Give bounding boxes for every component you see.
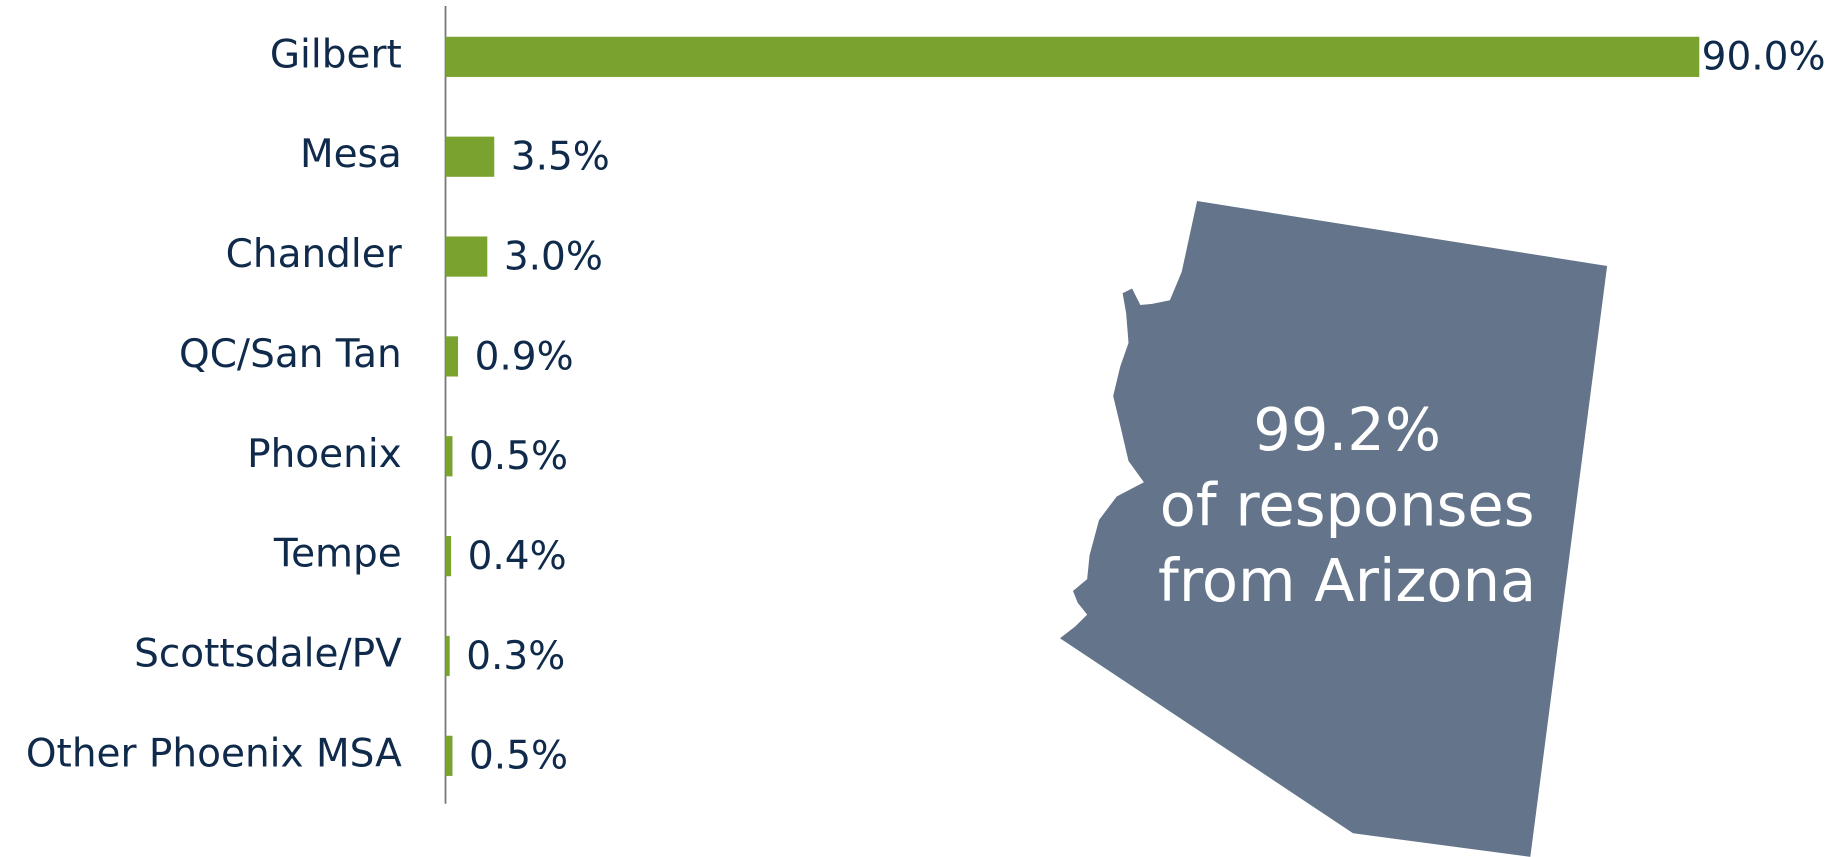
arizona-shape (1059, 201, 1608, 857)
bar (445, 635, 450, 677)
value-label: 0.3% (466, 634, 565, 679)
bar (445, 436, 453, 477)
annotation-text: of responses (1160, 471, 1535, 540)
category-label: Phoenix (247, 432, 402, 477)
category-label: Other Phoenix MSA (26, 731, 402, 776)
bar (445, 236, 488, 277)
bar (445, 536, 452, 577)
category-label: Tempe (273, 532, 402, 577)
category-label: Chandler (226, 232, 403, 277)
category-label: QC/San Tan (179, 332, 402, 377)
bar (445, 36, 1700, 77)
category-label: Scottsdale/PV (134, 631, 402, 676)
value-label: 0.5% (469, 734, 568, 779)
bar (445, 336, 459, 377)
value-label: 0.5% (469, 434, 568, 479)
value-label: 0.9% (475, 334, 574, 379)
annotation-text: from Arizona (1158, 546, 1536, 615)
category-label: Gilbert (270, 32, 402, 77)
value-label: 0.4% (468, 534, 567, 579)
bar (445, 136, 495, 177)
value-label: 3.0% (504, 234, 603, 279)
annotation-text: 99.2% (1253, 395, 1441, 464)
bar (445, 735, 453, 776)
value-label: 3.5% (511, 135, 610, 180)
value-label: 90.0% (1702, 35, 1826, 80)
category-label: Mesa (300, 132, 402, 177)
